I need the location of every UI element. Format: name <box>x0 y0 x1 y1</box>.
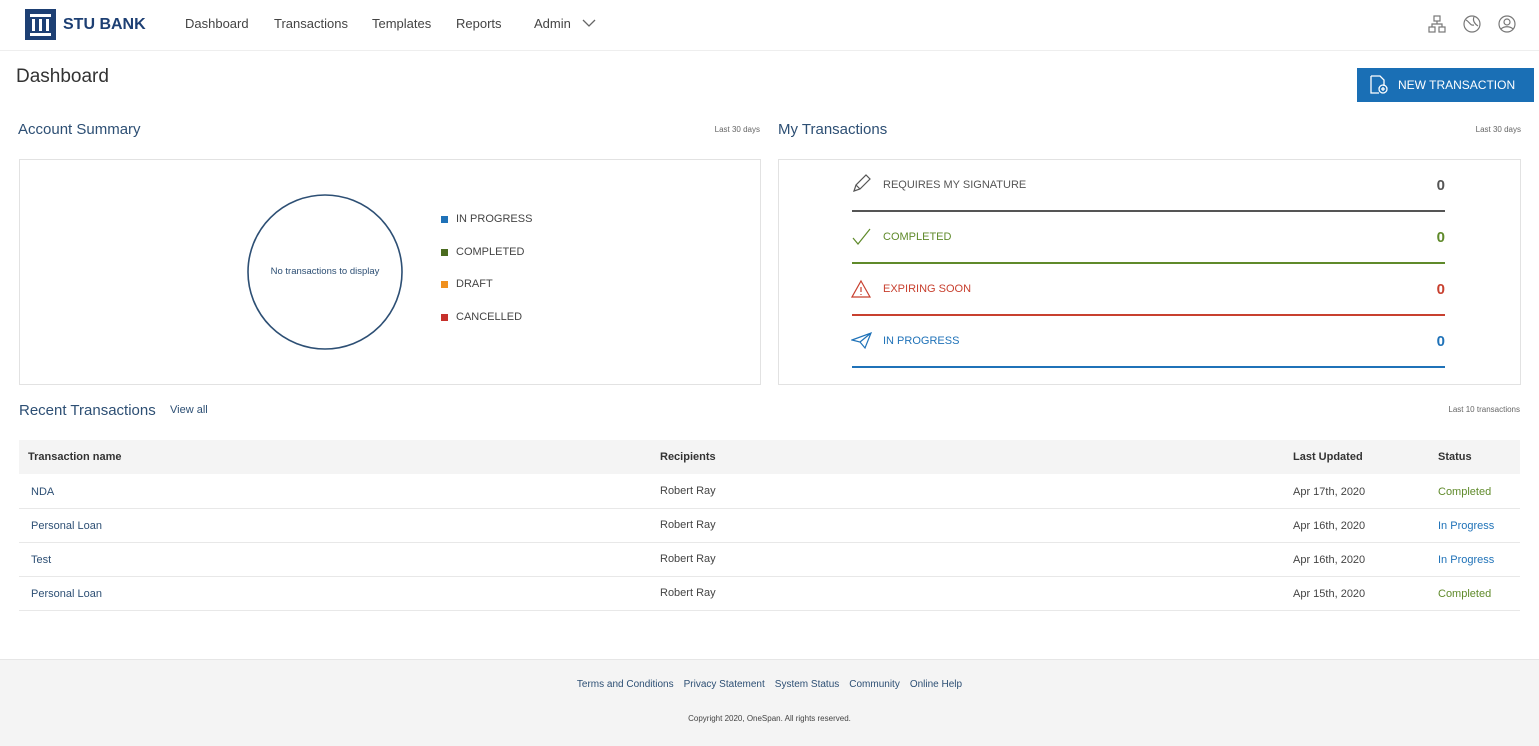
last-updated: Apr 16th, 2020 <box>1293 554 1366 566</box>
row-divider <box>19 542 1520 543</box>
row-divider <box>19 576 1520 577</box>
transaction-name[interactable]: Personal Loan <box>31 520 102 532</box>
item-rule <box>852 314 1445 316</box>
footer-links: Terms and Conditions Privacy Statement Sys… <box>0 679 1539 690</box>
empty-message: No transactions to display <box>270 266 380 277</box>
item-count: 0 <box>1436 177 1445 194</box>
copyright: Copyright 2020, OneSpan. All rights rese… <box>688 714 851 723</box>
legend-label: IN PROGRESS <box>456 213 533 225</box>
new-transaction-button[interactable] <box>1357 68 1534 102</box>
row-divider <box>19 508 1520 509</box>
header-icons[interactable] <box>1428 14 1524 34</box>
section-title: My Transactions <box>778 121 888 138</box>
brand: STU BANK <box>63 16 146 33</box>
footer-link[interactable]: Community <box>849 679 900 690</box>
legend-swatch <box>441 281 448 288</box>
legend-swatch <box>441 249 448 256</box>
nav-link[interactable]: Admin <box>534 16 571 31</box>
top-bar <box>0 0 1539 51</box>
period: Last 30 days <box>1475 125 1521 134</box>
legend-label: CANCELLED <box>456 311 523 323</box>
item-label[interactable]: REQUIRES MY SIGNATURE <box>883 179 1027 191</box>
icon-check <box>852 228 871 245</box>
item-rule <box>852 210 1445 212</box>
footer <box>0 659 1539 746</box>
transaction-name[interactable]: Personal Loan <box>31 588 102 600</box>
row-divider <box>19 610 1520 611</box>
icon-send <box>851 331 873 350</box>
column-header: Transaction name <box>28 451 122 463</box>
recipients: Robert Ray <box>660 587 716 599</box>
summary-panel <box>19 159 761 385</box>
legend-swatch <box>441 216 448 223</box>
item-label[interactable]: EXPIRING SOON <box>883 283 972 295</box>
footer-link[interactable]: Online Help <box>909 679 963 690</box>
page-title: Dashboard <box>16 66 109 87</box>
recipients: Robert Ray <box>660 485 716 497</box>
transaction-name[interactable]: Test <box>31 554 52 566</box>
nav-link[interactable]: Dashboard <box>185 16 249 31</box>
item-rule <box>852 366 1445 368</box>
section-title: Account Summary <box>18 121 141 138</box>
logo <box>25 9 56 40</box>
item-count: 0 <box>1436 333 1445 350</box>
nav-link[interactable]: Reports <box>456 16 502 31</box>
footer-link[interactable]: System Status <box>774 679 840 690</box>
section-title: Recent Transactions <box>19 402 156 419</box>
footer-link[interactable]: Terms and Conditions <box>576 679 674 690</box>
last-updated: Apr 17th, 2020 <box>1293 486 1366 498</box>
button-icon <box>1370 75 1388 94</box>
item-count: 0 <box>1436 229 1445 246</box>
status: In Progress <box>1438 554 1495 566</box>
status: Completed <box>1438 486 1492 498</box>
item-count: 0 <box>1436 281 1445 298</box>
transaction-name[interactable]: NDA <box>31 486 55 498</box>
table-header <box>19 440 1520 474</box>
nav-link[interactable]: Transactions <box>274 16 348 31</box>
status: Completed <box>1438 588 1492 600</box>
donut-empty <box>247 194 403 350</box>
last-updated: Apr 15th, 2020 <box>1293 588 1366 600</box>
button-label[interactable]: NEW TRANSACTION <box>1398 78 1516 92</box>
legend-label: DRAFT <box>456 278 493 290</box>
item-label[interactable]: COMPLETED <box>883 231 952 243</box>
chevron <box>582 19 596 27</box>
icon-warning <box>851 279 872 298</box>
icon-pen <box>853 174 871 192</box>
column-header: Status <box>1438 451 1472 463</box>
legend-label: COMPLETED <box>456 246 525 258</box>
view-all-link[interactable]: View all <box>170 404 208 416</box>
nav-link[interactable]: Templates <box>372 16 432 31</box>
recipients: Robert Ray <box>660 553 716 565</box>
recipients: Robert Ray <box>660 519 716 531</box>
last-updated: Apr 16th, 2020 <box>1293 520 1366 532</box>
period: Last 10 transactions <box>1448 405 1520 414</box>
legend-swatch <box>441 314 448 321</box>
period: Last 30 days <box>714 125 760 134</box>
column-header: Recipients <box>660 451 716 463</box>
my-transactions-panel <box>778 159 1521 385</box>
item-rule <box>852 262 1445 264</box>
item-label[interactable]: IN PROGRESS <box>883 335 960 347</box>
status: In Progress <box>1438 520 1495 532</box>
column-header: Last Updated <box>1293 451 1363 463</box>
footer-link[interactable]: Privacy Statement <box>683 679 765 690</box>
